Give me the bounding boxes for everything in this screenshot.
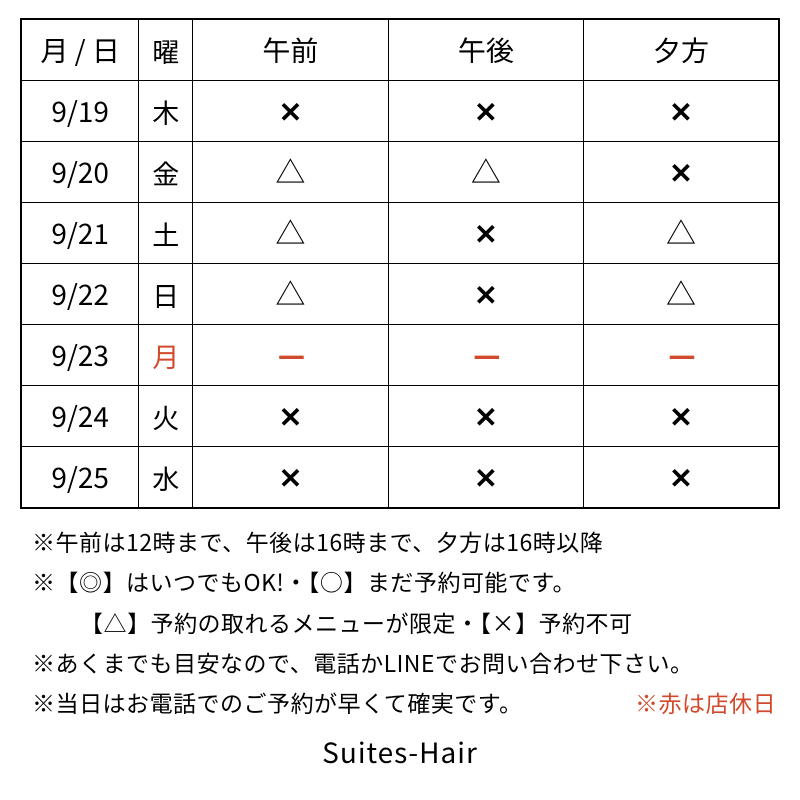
cell-date: 9/25: [21, 447, 139, 509]
table-row: 9/20金 △ △ ✕: [21, 142, 779, 203]
cell-day: 金: [139, 142, 193, 203]
legend-line-4: ※あくまでも目安なので、電話かLINEでお問い合わせ下さい。: [32, 642, 780, 682]
availability-symbol: ✕: [279, 457, 302, 497]
availability-symbol: △: [275, 148, 305, 192]
cell-day: 月: [139, 325, 193, 386]
availability-symbol: △: [666, 209, 696, 253]
cell-evening: ✕: [584, 142, 779, 203]
cell-afternoon: ✕: [388, 203, 583, 264]
availability-symbol: ✕: [279, 396, 302, 436]
cell-afternoon: —: [388, 325, 583, 386]
availability-symbol: △: [275, 270, 305, 314]
header-afternoon: 午後: [388, 19, 583, 81]
cell-morning: ✕: [193, 81, 388, 142]
cell-morning: △: [193, 264, 388, 325]
availability-symbol: ✕: [669, 396, 692, 436]
brand-name: Suites-Hair: [20, 732, 780, 772]
availability-symbol: ✕: [669, 457, 692, 497]
table-row: 9/21土 △ ✕ △: [21, 203, 779, 264]
cell-morning: ✕: [193, 447, 388, 509]
table-header-row: 月 / 日 曜 午前 午後 夕方: [21, 19, 779, 81]
cell-day: 火: [139, 386, 193, 447]
cell-evening: ✕: [584, 447, 779, 509]
cell-date: 9/23: [21, 325, 139, 386]
legend-line-1: ※午前は12時まで、午後は16時まで、夕方は16時以降: [32, 521, 780, 561]
availability-symbol: —: [668, 331, 693, 375]
cell-afternoon: ✕: [388, 264, 583, 325]
availability-symbol: ✕: [669, 152, 692, 192]
cell-morning: ✕: [193, 386, 388, 447]
cell-evening: —: [584, 325, 779, 386]
availability-table: 月 / 日 曜 午前 午後 夕方 9/19木 ✕ ✕ ✕ 9/20金 △ △ ✕ 9/21土 △ ✕…: [20, 18, 780, 509]
cell-morning: —: [193, 325, 388, 386]
cell-date: 9/20: [21, 142, 139, 203]
legend-closed: ※赤は店休日: [635, 682, 776, 722]
availability-symbol: △: [471, 148, 501, 192]
header-evening: 夕方: [584, 19, 779, 81]
cell-date: 9/21: [21, 203, 139, 264]
availability-symbol: ✕: [474, 457, 497, 497]
cell-date: 9/24: [21, 386, 139, 447]
availability-symbol: △: [275, 209, 305, 253]
table-row: 9/23月 — — —: [21, 325, 779, 386]
legend-line-2: ※【◎】はいつでもOK!・【○】まだ予約可能です。: [32, 561, 780, 601]
legend-line-3: 【△】予約の取れるメニューが限定・【×】予約不可: [32, 602, 633, 642]
cell-day: 土: [139, 203, 193, 264]
table-row: 9/25水 ✕ ✕ ✕: [21, 447, 779, 509]
legend-block: ※午前は12時まで、午後は16時まで、夕方は16時以降 ※【◎】はいつでもOK!…: [20, 521, 780, 722]
cell-evening: ✕: [584, 81, 779, 142]
cell-afternoon: △: [388, 142, 583, 203]
availability-symbol: ✕: [474, 213, 497, 253]
availability-symbol: △: [666, 270, 696, 314]
cell-morning: △: [193, 142, 388, 203]
availability-symbol: ✕: [474, 396, 497, 436]
cell-morning: △: [193, 203, 388, 264]
header-morning: 午前: [193, 19, 388, 81]
availability-symbol: —: [473, 331, 498, 375]
table-row: 9/19木 ✕ ✕ ✕: [21, 81, 779, 142]
cell-evening: ✕: [584, 386, 779, 447]
availability-symbol: —: [278, 331, 303, 375]
cell-date: 9/19: [21, 81, 139, 142]
header-date: 月 / 日: [21, 19, 139, 81]
availability-symbol: ✕: [474, 274, 497, 314]
header-day: 曜: [139, 19, 193, 81]
cell-day: 日: [139, 264, 193, 325]
cell-afternoon: ✕: [388, 386, 583, 447]
cell-day: 水: [139, 447, 193, 509]
cell-date: 9/22: [21, 264, 139, 325]
legend-line-5: ※当日はお電話でのご予約が早くて確実です。: [32, 685, 523, 719]
table-row: 9/24火 ✕ ✕ ✕: [21, 386, 779, 447]
availability-symbol: ✕: [279, 91, 302, 131]
cell-evening: △: [584, 203, 779, 264]
cell-day: 木: [139, 81, 193, 142]
table-row: 9/22日 △ ✕ △: [21, 264, 779, 325]
cell-evening: △: [584, 264, 779, 325]
cell-afternoon: ✕: [388, 447, 583, 509]
cell-afternoon: ✕: [388, 81, 583, 142]
availability-symbol: ✕: [474, 91, 497, 131]
availability-symbol: ✕: [669, 91, 692, 131]
